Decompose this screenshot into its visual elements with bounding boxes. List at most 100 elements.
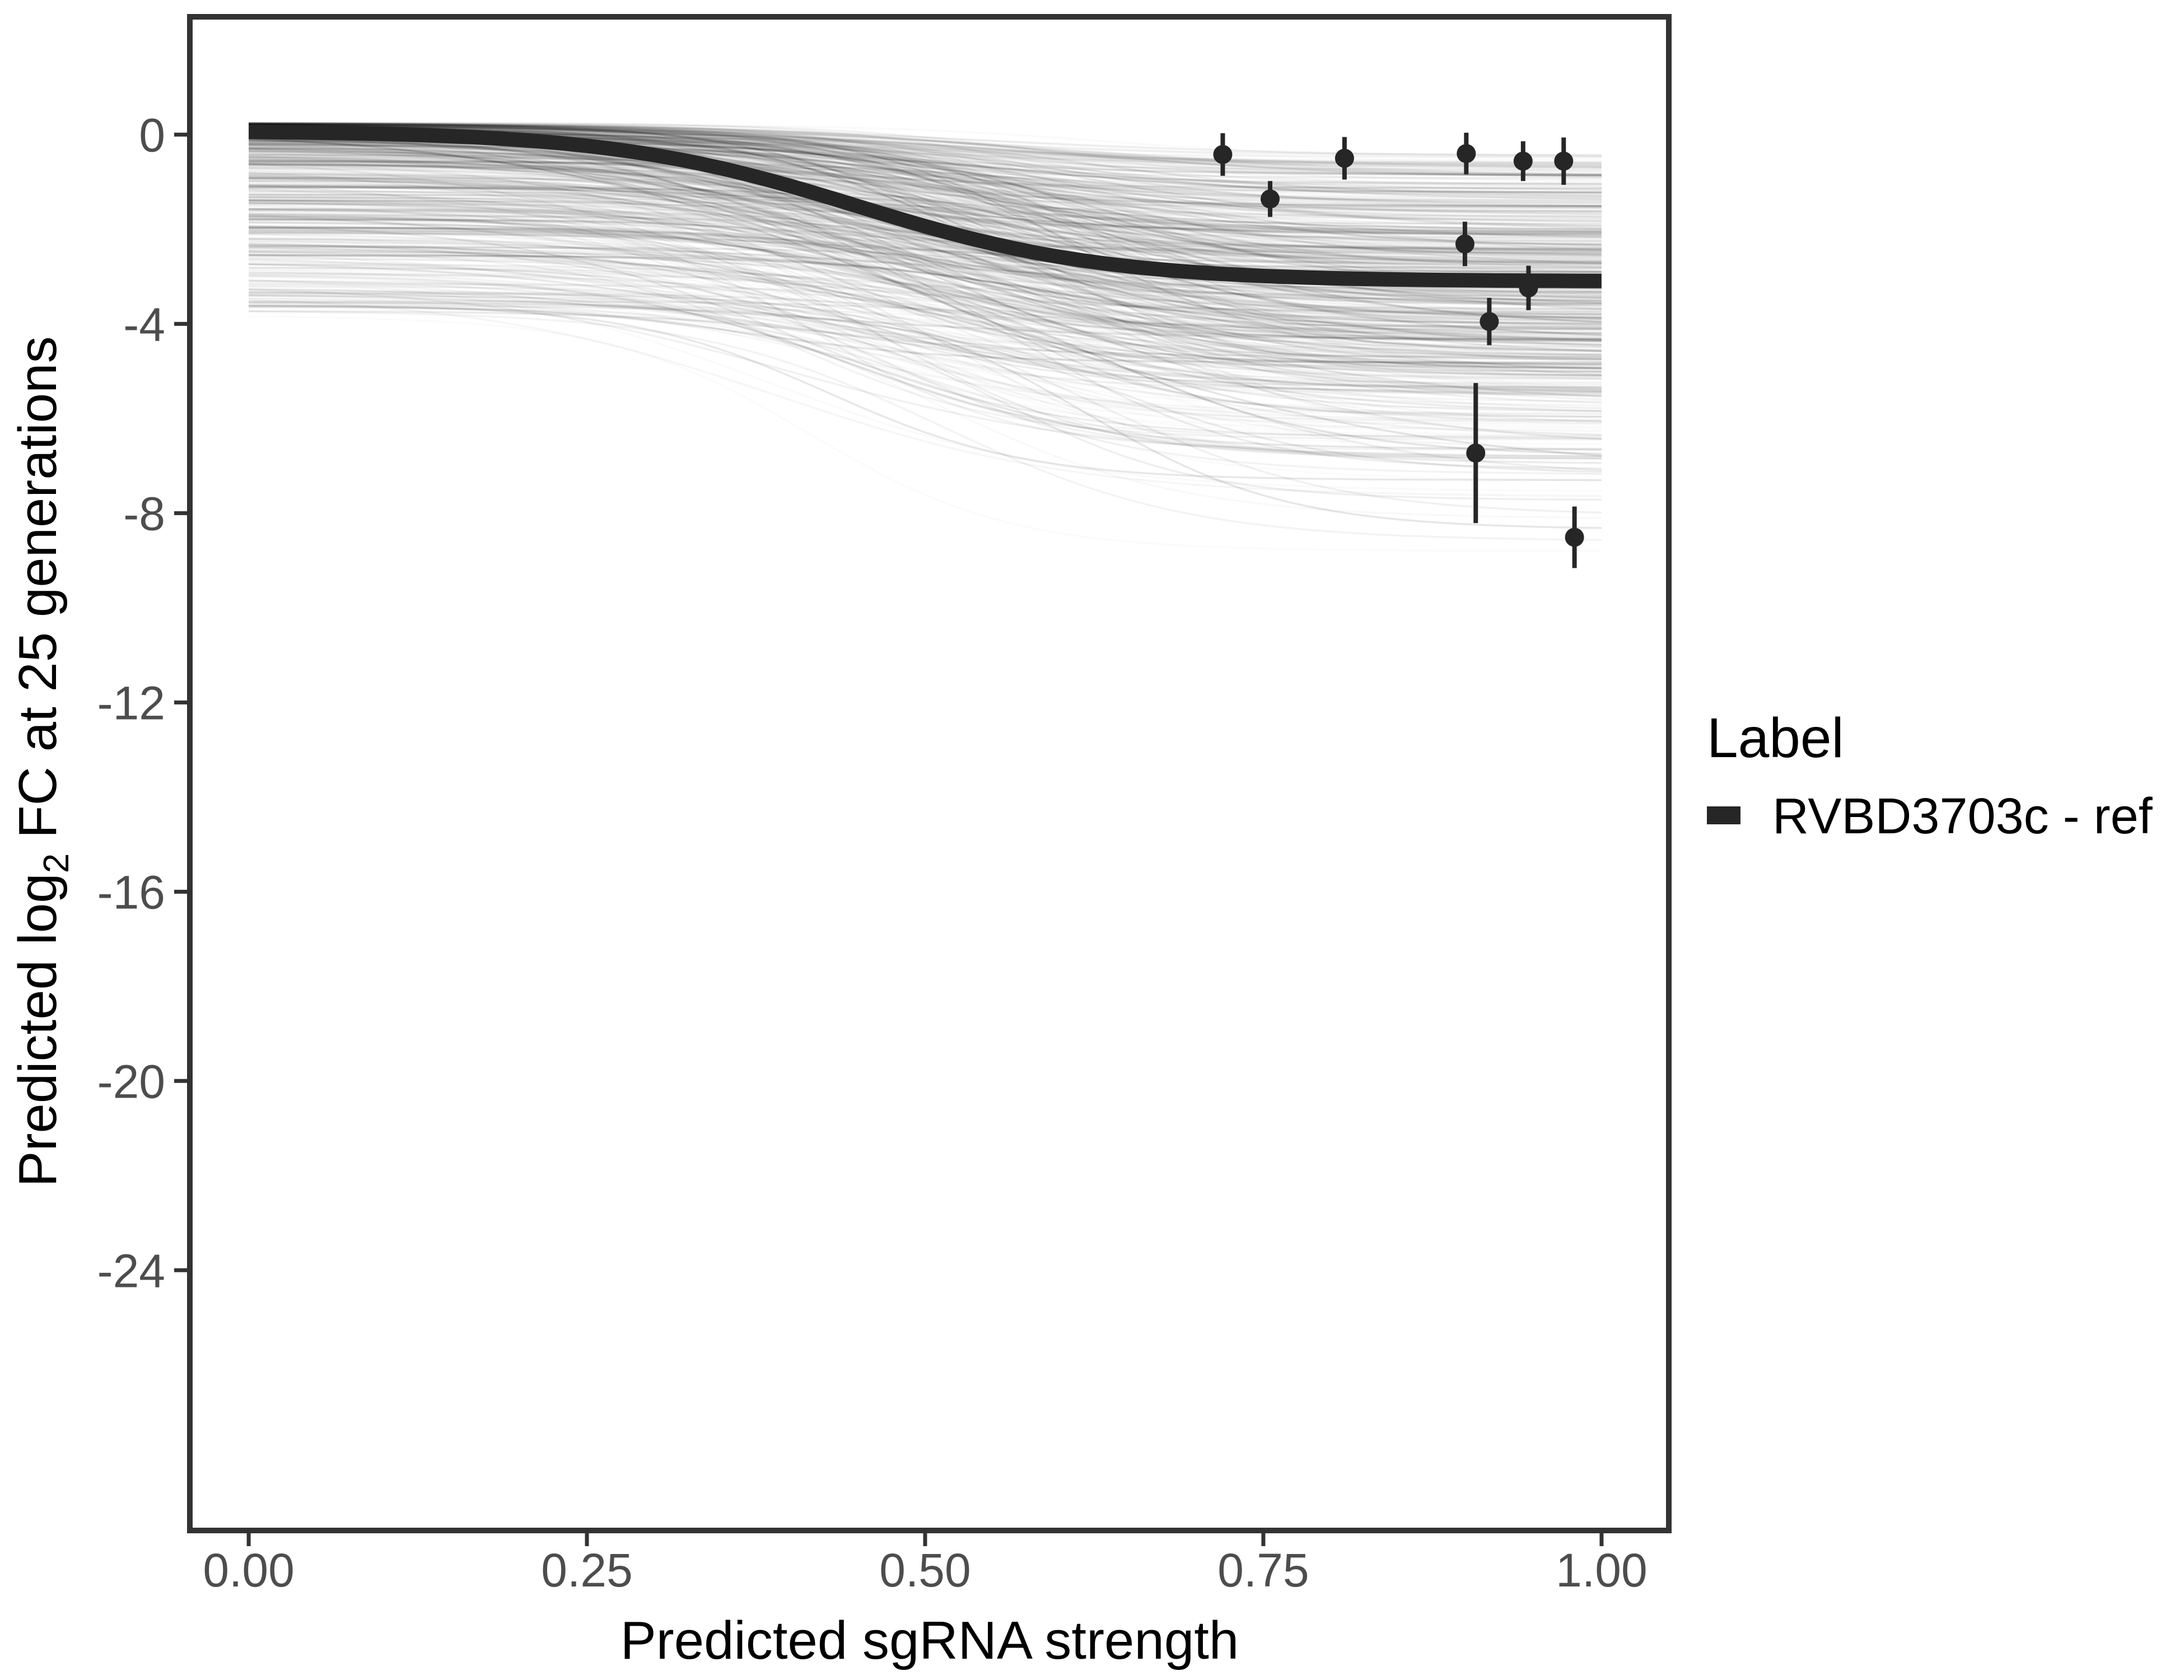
ensemble-curve <box>249 305 1602 473</box>
ensemble-curve <box>249 202 1602 330</box>
ensemble-curve <box>249 167 1602 352</box>
ensemble-curve <box>249 180 1602 418</box>
ensemble-curve <box>249 123 1602 176</box>
ensemble-curve <box>249 199 1602 235</box>
ensemble-curve <box>249 188 1602 404</box>
ensemble-curve <box>249 175 1602 341</box>
ensemble-curve <box>249 186 1602 236</box>
ensemble-curve <box>249 122 1602 194</box>
ensemble-curve <box>249 125 1602 178</box>
ensemble-curve <box>249 208 1602 348</box>
legend-key-swatch <box>1707 806 1740 824</box>
x-tick-label: 1.00 <box>1556 1544 1648 1597</box>
x-axis: 0.00 0.25 0.50 0.75 1.00 <box>203 1530 1648 1597</box>
point-marker <box>1457 144 1476 164</box>
point-marker <box>1565 528 1584 547</box>
ensemble-curve <box>249 201 1602 422</box>
ensemble-curve <box>249 137 1602 289</box>
legend: Label RVBD3703c - ref <box>1707 707 2153 844</box>
ensemble-curve <box>249 144 1602 321</box>
ensemble-curve <box>249 123 1602 157</box>
observed-point <box>1334 137 1354 180</box>
reference-curve-path <box>248 124 1602 288</box>
ensemble-curve <box>249 138 1602 325</box>
ensemble-curve <box>249 243 1602 388</box>
ensemble-curve <box>249 267 1602 313</box>
x-tick-label: 0.00 <box>203 1544 295 1597</box>
observed-point <box>1513 141 1533 181</box>
ensemble-curve <box>249 122 1602 156</box>
observed-point <box>1466 382 1486 524</box>
ensemble-curve <box>249 124 1602 273</box>
ensemble-curve <box>249 304 1602 481</box>
ensemble-curve <box>249 216 1602 460</box>
x-tick-label: 0.50 <box>879 1544 971 1597</box>
ensemble-curve <box>249 228 1602 320</box>
ensemble-curve <box>249 150 1602 233</box>
point-marker <box>1513 151 1533 171</box>
ensemble-curve <box>249 245 1602 412</box>
ensemble-curve <box>249 217 1602 397</box>
ensemble-curve <box>249 305 1602 458</box>
ensemble-curve <box>249 156 1602 208</box>
y-tick-label: -4 <box>123 298 165 351</box>
ensemble-curve <box>249 158 1602 256</box>
ensemble-curve <box>249 123 1602 365</box>
ensemble-curve <box>249 151 1602 315</box>
ensemble-curve <box>249 288 1602 358</box>
ensemble-curve <box>249 310 1602 541</box>
y-axis: 0 -4 -8 -12 -16 -20 -24 <box>97 109 190 1297</box>
legend-entry-label: RVBD3703c - ref <box>1772 788 2153 844</box>
ensemble-curve <box>249 283 1602 361</box>
y-axis-title: Predicted log2 FC at 25 generations <box>8 336 76 1187</box>
ensemble-curve <box>249 123 1602 319</box>
ensemble-curve <box>249 263 1602 365</box>
ensemble-curve <box>249 152 1602 372</box>
point-marker <box>1213 144 1233 164</box>
ensemble-curve <box>249 144 1602 346</box>
ensemble-curve <box>249 258 1602 390</box>
ensemble-curve <box>249 199 1602 398</box>
ensemble-curve <box>249 238 1602 361</box>
ensemble-curve <box>249 251 1602 334</box>
observed-point <box>1261 181 1280 217</box>
ensemble-curve <box>249 123 1602 185</box>
ensemble-curve <box>249 300 1602 334</box>
ensemble-curve <box>249 233 1602 361</box>
ensemble-curve <box>249 156 1602 370</box>
ensemble-curve <box>249 123 1602 167</box>
ensemble-curve <box>249 123 1602 177</box>
ensemble-curve <box>249 226 1602 370</box>
y-tick-label: 0 <box>139 109 165 161</box>
ensemble-curve <box>249 229 1602 460</box>
ensemble-curve <box>249 162 1602 346</box>
point-marker <box>1466 444 1486 463</box>
ensemble-curve <box>249 198 1602 368</box>
ensemble-curve <box>249 292 1602 529</box>
point-marker <box>1480 312 1499 332</box>
ensemble-curve <box>249 246 1602 457</box>
ensemble-curve <box>249 150 1602 263</box>
ensemble-curve <box>249 221 1602 440</box>
ensemble-curve <box>249 185 1602 234</box>
ensemble-curve <box>249 184 1602 254</box>
ensemble-curve <box>249 232 1602 470</box>
observed-point <box>1457 133 1476 175</box>
legend-entry: RVBD3703c - ref <box>1707 788 2153 844</box>
ensemble-curve <box>249 122 1602 330</box>
ensemble-curve <box>249 276 1602 459</box>
ensemble-curve <box>249 254 1602 310</box>
ensemble-curve <box>249 218 1602 251</box>
ensemble-curve <box>249 310 1602 396</box>
reference-curve <box>248 124 1602 288</box>
ensemble-curve <box>249 122 1602 293</box>
ensemble-curve <box>249 302 1602 501</box>
ensemble-curve <box>249 160 1602 264</box>
ensemble-curve <box>249 185 1602 238</box>
ensemble-curve <box>249 128 1602 169</box>
ensemble-curve <box>249 227 1602 270</box>
ensemble-curve <box>249 225 1602 409</box>
ensemble-curve <box>249 225 1602 319</box>
legend-title: Label <box>1707 707 1844 769</box>
ensemble-curve <box>249 123 1602 227</box>
